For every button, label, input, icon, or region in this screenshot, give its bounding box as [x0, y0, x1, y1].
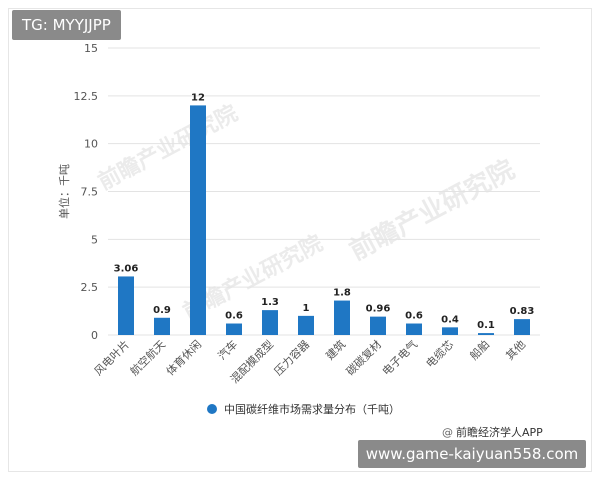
x-tick-label: 体育休闲 — [163, 337, 204, 378]
chart-frame — [8, 8, 592, 472]
source-credit: @ 前瞻经济学人APP — [442, 424, 543, 440]
bar — [514, 319, 530, 335]
data-label: 1.3 — [261, 297, 279, 308]
y-tick-label: 5 — [91, 233, 98, 246]
x-tick-label: 碳碳复材 — [343, 337, 384, 378]
data-label: 0.4 — [441, 314, 459, 325]
legend-marker — [207, 404, 217, 414]
x-tick-label: 建筑 — [323, 337, 348, 362]
data-label: 1 — [303, 303, 310, 314]
x-tick-label: 电子电气 — [379, 337, 420, 378]
y-tick-label: 7.5 — [81, 186, 99, 199]
data-label: 1.8 — [333, 288, 351, 299]
data-label: 0.1 — [477, 320, 495, 331]
bar — [262, 310, 278, 335]
x-tick-label: 其他 — [503, 338, 528, 363]
y-tick-label: 2.5 — [81, 281, 99, 294]
at-icon: @ — [442, 426, 453, 439]
y-tick-label: 0 — [91, 329, 98, 342]
tg-tag: TG: MYYJJPP — [12, 10, 121, 40]
data-label: 0.6 — [225, 311, 243, 322]
data-label: 0.96 — [366, 304, 391, 315]
x-tick-label: 压力容器 — [271, 337, 312, 378]
bar — [190, 105, 206, 336]
x-tick-label: 风电叶片 — [92, 338, 132, 378]
bar — [118, 276, 134, 335]
y-tick-label: 10 — [84, 138, 98, 151]
data-label: 0.6 — [405, 311, 423, 322]
data-label: 0.9 — [153, 305, 171, 316]
x-tick-label: 电缆芯 — [423, 337, 456, 370]
bar — [226, 323, 242, 335]
bar — [334, 300, 350, 335]
x-tick-label: 汽车 — [215, 337, 240, 362]
bar — [478, 333, 494, 335]
bar — [406, 323, 422, 335]
y-tick-label: 15 — [84, 42, 98, 55]
bar — [298, 315, 314, 335]
source-credit-text: 前瞻经济学人APP — [456, 426, 543, 439]
website-banner[interactable]: www.game-kaiyuan558.com — [358, 440, 586, 468]
data-label: 12 — [191, 92, 205, 103]
bar — [442, 327, 458, 335]
bar — [370, 316, 386, 335]
bar — [154, 317, 170, 335]
y-tick-label: 12.5 — [74, 90, 99, 103]
data-label: 3.06 — [114, 263, 139, 274]
x-tick-label: 航空航天 — [127, 337, 168, 378]
data-label: 0.83 — [510, 306, 535, 317]
y-axis-label: 单位：千吨 — [57, 164, 71, 219]
x-tick-label: 船舶 — [467, 337, 492, 362]
legend-label: 中国碳纤维市场需求量分布（千吨） — [224, 402, 400, 416]
